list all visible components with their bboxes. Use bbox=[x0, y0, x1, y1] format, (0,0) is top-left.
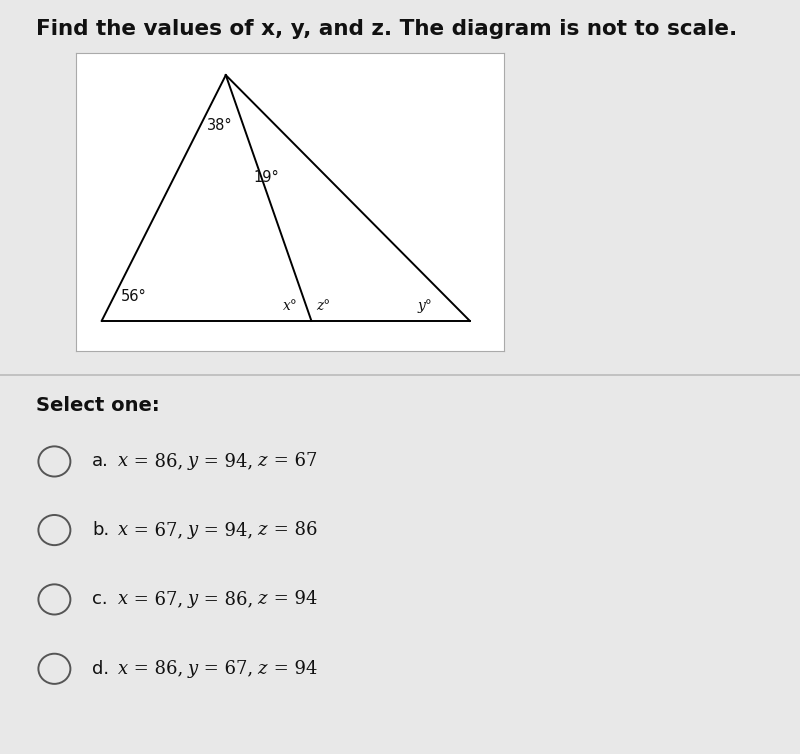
Text: a.: a. bbox=[92, 452, 109, 470]
Text: Find the values of x, y, and z. The diagram is not to scale.: Find the values of x, y, and z. The diag… bbox=[36, 19, 738, 39]
Text: d.: d. bbox=[92, 660, 109, 678]
Text: z: z bbox=[258, 521, 267, 539]
Text: = 86: = 86 bbox=[268, 521, 317, 539]
Text: = 67: = 67 bbox=[268, 452, 317, 470]
Text: = 86,: = 86, bbox=[198, 590, 253, 608]
Text: = 86,: = 86, bbox=[128, 452, 183, 470]
Text: = 67,: = 67, bbox=[198, 660, 253, 678]
Text: = 94: = 94 bbox=[268, 660, 317, 678]
Text: = 94,: = 94, bbox=[198, 521, 253, 539]
Text: y: y bbox=[188, 521, 198, 539]
Text: c.: c. bbox=[92, 590, 108, 608]
Text: Select one:: Select one: bbox=[36, 396, 160, 415]
Text: x: x bbox=[118, 590, 128, 608]
Text: = 94,: = 94, bbox=[198, 452, 253, 470]
Text: 38°: 38° bbox=[206, 118, 232, 133]
Text: y: y bbox=[188, 660, 198, 678]
Text: z: z bbox=[258, 660, 267, 678]
Text: = 94: = 94 bbox=[268, 590, 317, 608]
Text: x: x bbox=[118, 521, 128, 539]
Text: = 86,: = 86, bbox=[128, 660, 183, 678]
Text: y°: y° bbox=[418, 299, 432, 313]
Text: x: x bbox=[118, 452, 128, 470]
Text: z: z bbox=[258, 590, 267, 608]
Text: b.: b. bbox=[92, 521, 110, 539]
Text: z: z bbox=[258, 452, 267, 470]
Text: = 67,: = 67, bbox=[128, 521, 182, 539]
Text: z°: z° bbox=[316, 299, 330, 313]
Text: y: y bbox=[188, 590, 198, 608]
Text: 56°: 56° bbox=[121, 289, 146, 304]
Text: = 67,: = 67, bbox=[128, 590, 182, 608]
Text: x°: x° bbox=[282, 299, 298, 313]
Text: 19°: 19° bbox=[254, 170, 279, 185]
Text: y: y bbox=[188, 452, 198, 470]
Text: x: x bbox=[118, 660, 128, 678]
